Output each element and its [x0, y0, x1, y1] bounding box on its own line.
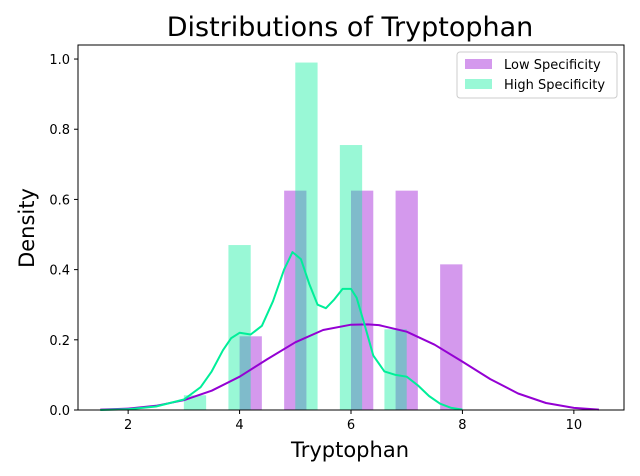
legend: Low Specificity High Specificity — [456, 51, 618, 99]
chart-title: Distributions of Tryptophan — [167, 12, 534, 43]
y-tick-label: 0.6 — [49, 193, 70, 208]
bar-series1-bin1 — [228, 245, 251, 410]
y-axis-title: Density — [15, 188, 39, 268]
x-tick-label: 8 — [458, 418, 466, 433]
plot-area — [100, 62, 599, 411]
kde-line-series0 — [100, 323, 599, 411]
legend-label-series0: Low Specificity — [504, 58, 601, 73]
bar-series0-bin1 — [284, 190, 307, 410]
y-tick-label: 0.8 — [49, 123, 70, 138]
legend-swatch-series1 — [465, 79, 492, 89]
legend-label-series1: High Specificity — [504, 78, 605, 93]
bar-series1-bin2 — [295, 62, 318, 411]
y-tick-label: 0.0 — [49, 404, 70, 419]
kde-line-series1 — [100, 251, 463, 411]
bar-series1-bin3 — [339, 145, 363, 410]
legend-box — [456, 51, 618, 99]
bar-series0-bin0 — [239, 336, 262, 410]
bar-series0-bin3 — [395, 190, 418, 410]
x-axis-title: Tryptophan — [290, 438, 409, 462]
y-tick-label: 1.0 — [49, 53, 70, 68]
y-tick-label: 0.2 — [49, 334, 70, 349]
x-tick-label: 2 — [124, 418, 132, 433]
axes: 2 4 6 8 10 0.0 0.2 0.4 0.6 0.8 1.0 — [49, 53, 582, 433]
bar-series1-bin4 — [384, 329, 407, 410]
legend-swatch-series0 — [465, 59, 492, 69]
bar-series0-bin4 — [440, 264, 463, 410]
bar-series0-bin2 — [351, 190, 374, 410]
x-tick-label: 10 — [566, 418, 583, 433]
y-tick-label: 0.4 — [49, 264, 70, 279]
x-tick-label: 6 — [347, 418, 355, 433]
x-tick-label: 4 — [235, 418, 243, 433]
